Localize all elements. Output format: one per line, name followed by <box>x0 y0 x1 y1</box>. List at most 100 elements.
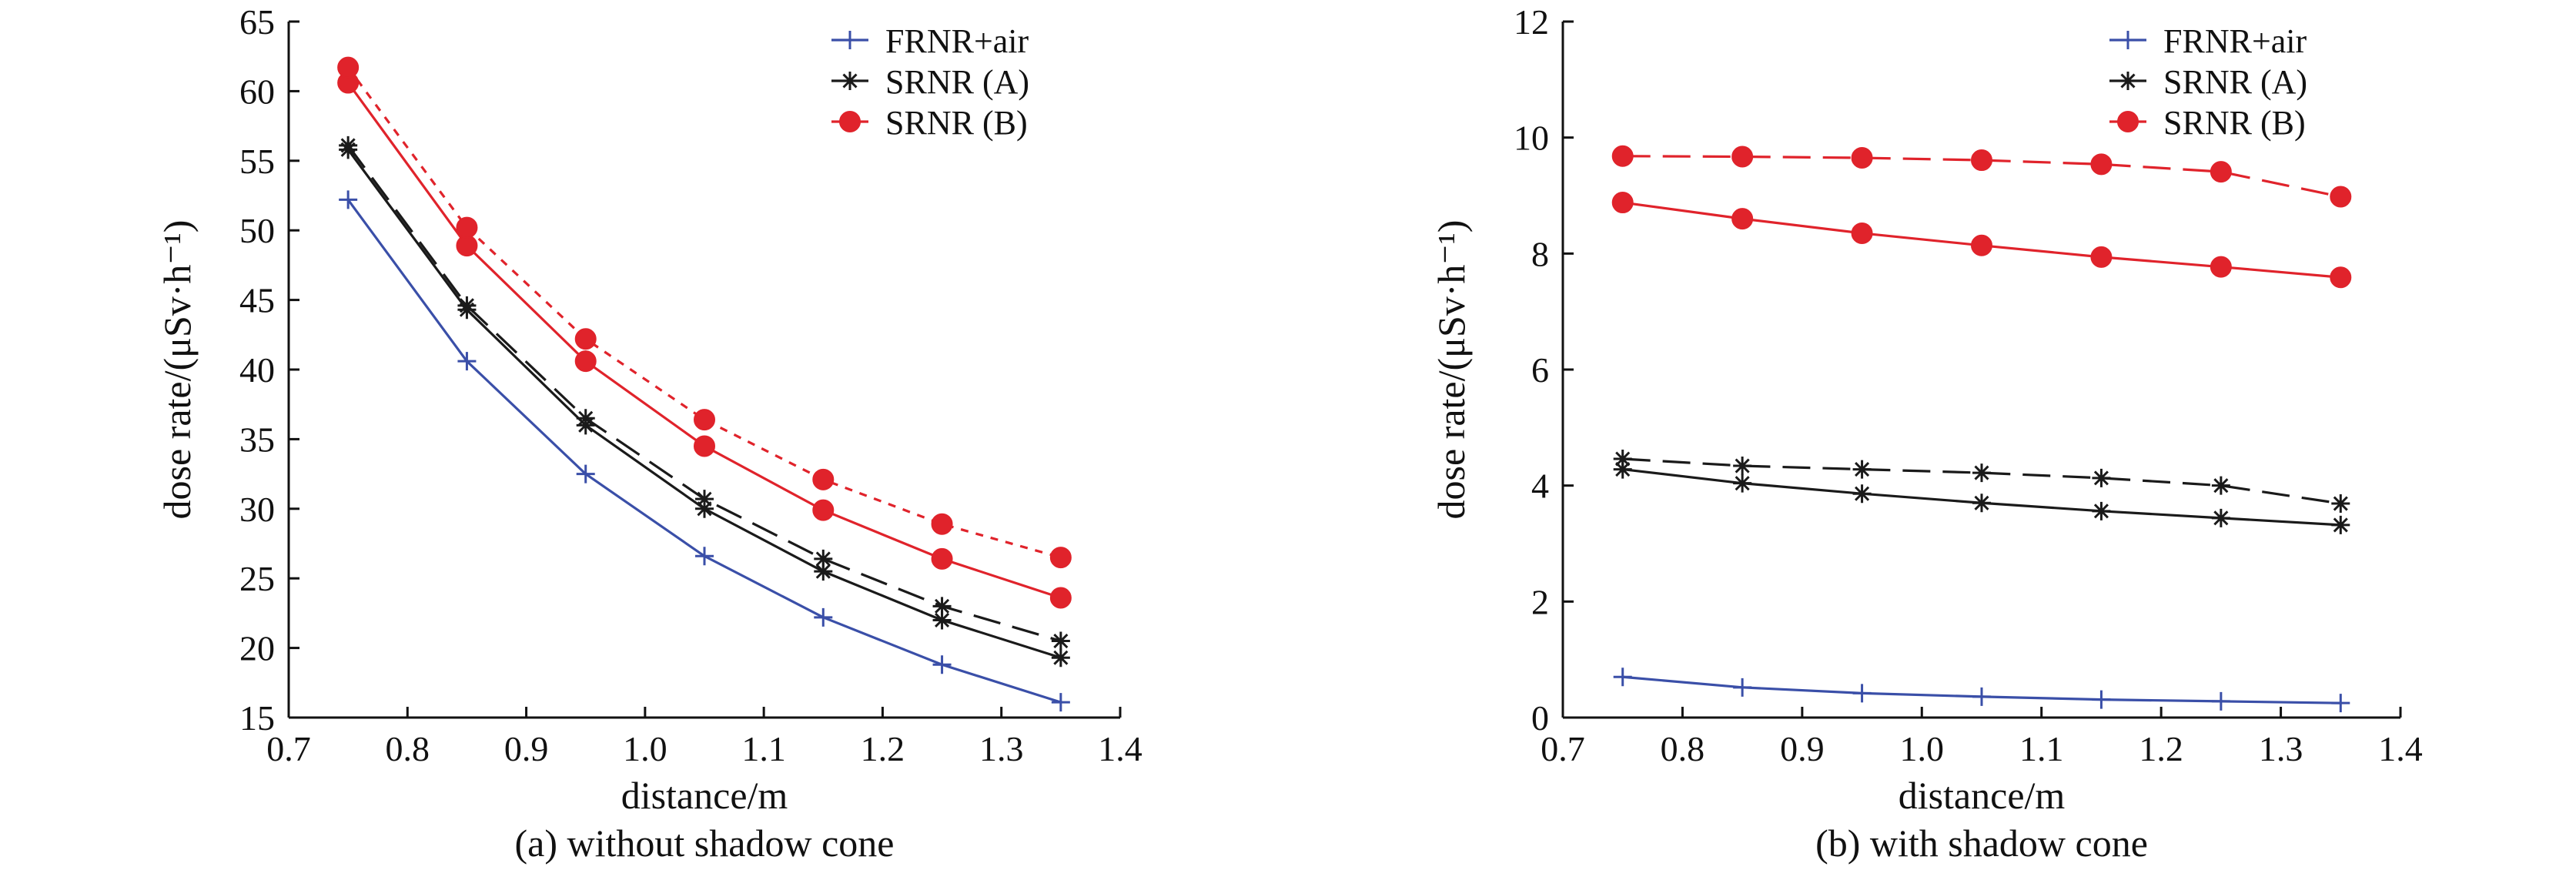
data-point <box>2090 153 2113 176</box>
data-point <box>1733 473 1752 493</box>
data-point <box>2330 186 2352 208</box>
x-tick-label: 1.3 <box>979 729 1024 768</box>
legend-item: FRNR+air <box>831 22 1029 60</box>
data-point <box>1613 668 1632 687</box>
data-point <box>812 499 835 521</box>
series-line <box>346 149 1062 659</box>
y-tick-label: 55 <box>239 142 275 181</box>
x-tick-label: 0.8 <box>386 729 430 768</box>
legend-marker <box>2119 72 2137 90</box>
figure-caption: (a) without shadow cone <box>515 821 895 865</box>
data-point <box>457 352 477 371</box>
data-point <box>932 655 952 674</box>
series-srnr-b--solid <box>1611 192 2352 289</box>
y-tick-label: 50 <box>239 211 275 250</box>
data-point <box>1852 484 1872 504</box>
data-point <box>2331 694 2350 713</box>
y-tick-label: 30 <box>239 490 275 529</box>
data-point <box>576 464 595 484</box>
series-frnr-air-solid <box>339 190 1070 712</box>
y-axis-title: dose rate/(μSv·h⁻¹) <box>156 220 199 520</box>
series-srnr-b--dashed <box>1611 145 2352 208</box>
x-tick-label: 1.0 <box>1900 729 1945 768</box>
y-tick-label: 15 <box>239 698 275 738</box>
data-point <box>1971 149 1992 172</box>
data-point <box>695 499 714 518</box>
series-frnr-air-solid <box>1613 668 2350 713</box>
data-point <box>1613 450 1632 469</box>
y-tick-label: 12 <box>1514 2 1549 42</box>
legend-marker <box>2117 111 2139 132</box>
data-point <box>814 562 833 581</box>
legend-label: SRNR (A) <box>885 63 1029 101</box>
x-tick-label: 1.2 <box>2139 729 2183 768</box>
series-srnr-a--dashed <box>339 136 1070 651</box>
data-point <box>1611 145 1634 167</box>
data-point <box>2092 690 2111 709</box>
series-srnr-b--solid <box>337 72 1072 609</box>
x-tick-label: 1.2 <box>861 729 905 768</box>
legend-marker <box>839 111 861 132</box>
data-point <box>2092 468 2111 487</box>
data-point <box>2210 256 2232 278</box>
legend-item: SRNR (B) <box>2109 104 2306 142</box>
x-tick-label: 0.7 <box>1541 729 1585 768</box>
x-tick-label: 1.0 <box>623 729 667 768</box>
data-point <box>1611 192 1634 214</box>
data-point <box>694 409 715 431</box>
data-point <box>2331 515 2350 534</box>
data-point <box>574 350 597 373</box>
x-tick-label: 1.3 <box>2259 729 2303 768</box>
x-axis-title: distance/m <box>621 774 788 817</box>
y-tick-label: 0 <box>1531 698 1549 738</box>
data-point <box>1733 457 1752 476</box>
data-point <box>456 216 478 239</box>
x-tick-label: 1.4 <box>1098 729 1142 768</box>
data-point <box>1051 631 1070 651</box>
data-point <box>576 409 595 428</box>
y-tick-label: 8 <box>1531 234 1549 273</box>
x-tick-label: 0.7 <box>266 729 311 768</box>
data-point <box>695 547 714 566</box>
data-point <box>1972 494 1991 513</box>
data-point <box>932 611 952 630</box>
data-point <box>1049 587 1072 609</box>
y-tick-label: 65 <box>239 2 275 42</box>
data-point <box>695 490 714 509</box>
series-line <box>346 144 1062 643</box>
data-point <box>2330 266 2352 289</box>
data-point <box>337 56 360 79</box>
data-point <box>574 328 597 350</box>
data-point <box>2092 501 2111 520</box>
data-point <box>1051 693 1070 712</box>
data-point <box>931 513 953 535</box>
y-tick-label: 20 <box>239 629 275 668</box>
x-tick-label: 0.9 <box>504 729 549 768</box>
legend-marker <box>841 72 859 90</box>
x-tick-label: 1.4 <box>2378 729 2423 768</box>
x-tick-label: 1.1 <box>741 729 786 768</box>
chart-panel-b: 0.7 0.8 0.9 1.0 1.1 1.2 1.3 1.4 0 2 4 6 8 10 12 distanc… <box>1430 2 2423 865</box>
legend-label: SRNR (B) <box>885 104 1028 142</box>
legend-label: FRNR+air <box>885 22 1029 60</box>
y-tick-label: 10 <box>1514 119 1549 158</box>
figure-caption: (b) with shadow cone <box>1815 821 2148 865</box>
data-point <box>1852 460 1872 479</box>
series-line <box>346 82 1062 600</box>
legend-marker <box>841 31 859 49</box>
data-point <box>339 136 358 155</box>
data-point <box>2211 508 2230 527</box>
data-point <box>1851 147 1873 169</box>
data-point <box>812 468 835 490</box>
data-point <box>1733 678 1752 697</box>
legend-item: SRNR (A) <box>2109 63 2307 101</box>
data-point <box>456 235 478 257</box>
data-point <box>1972 687 1991 706</box>
y-tick-label: 6 <box>1531 350 1549 390</box>
y-tick-label: 25 <box>239 559 275 598</box>
data-point <box>2211 476 2230 495</box>
data-point <box>1613 460 1632 479</box>
